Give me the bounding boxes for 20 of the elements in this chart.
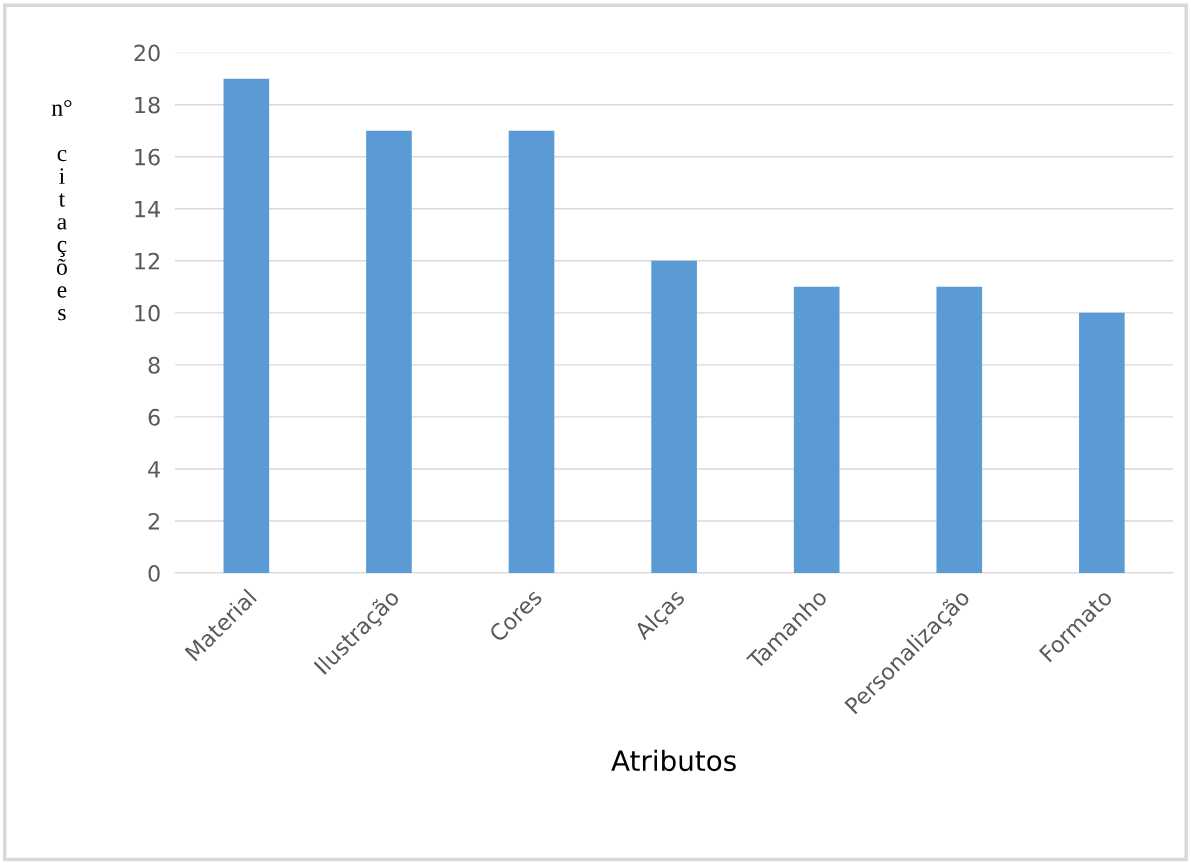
y-tick-label: 6 xyxy=(148,408,160,426)
y-tick-label: 0 xyxy=(148,564,160,582)
bar xyxy=(223,78,270,574)
bar xyxy=(366,130,412,574)
bar xyxy=(936,286,983,574)
y-tick-label: 20 xyxy=(134,44,160,62)
x-axis-title: Atributos xyxy=(611,749,736,772)
y-tick-label: 4 xyxy=(148,461,160,478)
text: n° citações xyxy=(51,99,72,321)
y-tick-label: 14 xyxy=(135,201,160,218)
y-tick-label: 10 xyxy=(135,304,160,322)
y-tick-label: 16 xyxy=(135,148,160,166)
bar xyxy=(1079,312,1125,574)
y-tick-label: 2 xyxy=(148,512,159,530)
bar xyxy=(651,260,697,574)
bar xyxy=(793,286,840,574)
bar xyxy=(508,130,555,574)
y-tick-label: 18 xyxy=(135,96,160,114)
y-tick-label: 12 xyxy=(135,252,159,270)
y-tick-label: 8 xyxy=(148,356,160,374)
